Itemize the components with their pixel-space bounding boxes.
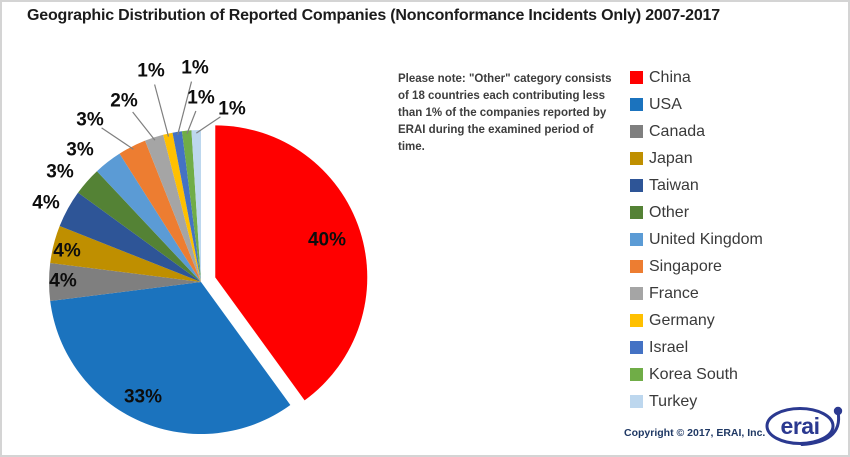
legend-swatch — [630, 395, 643, 408]
legend-label: France — [649, 284, 699, 302]
pie-data-label: 1% — [187, 88, 215, 109]
label-leader-line — [154, 84, 170, 137]
legend-swatch — [630, 233, 643, 246]
logo-swoosh — [800, 410, 841, 446]
legend-swatch — [630, 152, 643, 165]
label-leader-line — [101, 127, 134, 150]
legend-item-usa: USA — [630, 91, 763, 118]
pie-slice-japan — [50, 226, 202, 282]
legend-item-germany: Germany — [630, 307, 763, 334]
pie-data-label: 33% — [124, 387, 162, 408]
note-text: Please note: "Other" category consists o… — [398, 73, 612, 154]
legend-swatch — [630, 179, 643, 192]
legend-item-france: France — [630, 280, 763, 307]
label-leader-line — [177, 81, 193, 135]
legend-swatch — [630, 260, 643, 273]
legend-label: United Kingdom — [649, 230, 763, 248]
legend-item-canada: Canada — [630, 118, 763, 145]
pie-slice-taiwan — [59, 192, 201, 282]
legend-label: Japan — [649, 149, 693, 167]
pie-chart: 40%33%4%4%4%3%3%3%2%1% 1%1%1% — [32, 58, 368, 434]
legend: China USA Canada Japan Taiwan Other United Kin… — [630, 64, 763, 415]
pie-slice-other — [78, 171, 201, 282]
logo-orbit-dot — [833, 406, 843, 416]
erai-logo: erai — [765, 406, 843, 446]
pie-data-label: 1% — [181, 58, 209, 79]
logo-orbit-ellipse — [765, 407, 835, 445]
legend-item-singapore: Singapore — [630, 253, 763, 280]
legend-item-korea-south: Korea South — [630, 361, 763, 388]
legend-swatch — [630, 71, 643, 84]
legend-swatch — [630, 125, 643, 138]
pie-data-label: 4% — [53, 241, 81, 262]
pie-data-label: 3% — [46, 162, 74, 183]
pie-slice-united-kingdom — [96, 153, 201, 282]
legend-item-turkey: Turkey — [630, 388, 763, 415]
pie-slice-canada — [49, 262, 201, 302]
pie-data-label: 3% — [76, 110, 104, 131]
pie-slice-france — [145, 134, 201, 282]
pie-slice-turkey — [191, 130, 201, 282]
legend-label: Turkey — [649, 392, 698, 410]
label-leader-line — [186, 110, 197, 134]
pie-slice-germany — [163, 132, 201, 282]
legend-label: Other — [649, 203, 690, 221]
legend-item-israel: Israel — [630, 334, 763, 361]
pie-data-label: 1% — [218, 99, 246, 120]
pie-data-label: 4% — [32, 193, 60, 214]
legend-label: Taiwan — [649, 176, 699, 194]
legend-label: Israel — [649, 338, 689, 356]
pie-data-label: 2% — [110, 91, 138, 112]
pie-data-label: 4% — [49, 271, 77, 292]
legend-item-japan: Japan — [630, 145, 763, 172]
pie-data-label: 1% — [137, 61, 165, 82]
copyright-text: Copyright © 2017, ERAI, Inc. — [624, 427, 766, 439]
legend-label: Singapore — [649, 257, 722, 275]
legend-label: China — [649, 68, 691, 86]
pie-data-label: 3% — [66, 140, 94, 161]
legend-swatch — [630, 98, 643, 111]
legend-swatch — [630, 206, 643, 219]
legend-item-other: Other — [630, 199, 763, 226]
legend-label: Canada — [649, 122, 706, 140]
legend-label: Germany — [649, 311, 715, 329]
legend-label: Korea South — [649, 365, 738, 383]
legend-swatch — [630, 314, 643, 327]
pie-slice-korea-south — [181, 130, 201, 282]
legend-swatch — [630, 341, 643, 354]
pie-data-label: 40% — [308, 230, 346, 251]
legend-swatch — [630, 368, 643, 381]
pie-slice-israel — [172, 131, 201, 282]
legend-item-taiwan: Taiwan — [630, 172, 763, 199]
pie-slice-singapore — [119, 140, 201, 282]
pie-slice-china — [215, 125, 368, 401]
logo-text: erai — [781, 413, 820, 439]
pie-slice-usa — [50, 282, 291, 434]
chart-title: Geographic Distribution of Reported Comp… — [27, 7, 720, 24]
legend-item-united-kingdom: United Kingdom — [630, 226, 763, 253]
legend-swatch — [630, 287, 643, 300]
label-leader-line — [195, 116, 221, 134]
label-leader-line — [132, 111, 156, 141]
legend-label: USA — [649, 95, 682, 113]
legend-item-china: China — [630, 64, 763, 91]
